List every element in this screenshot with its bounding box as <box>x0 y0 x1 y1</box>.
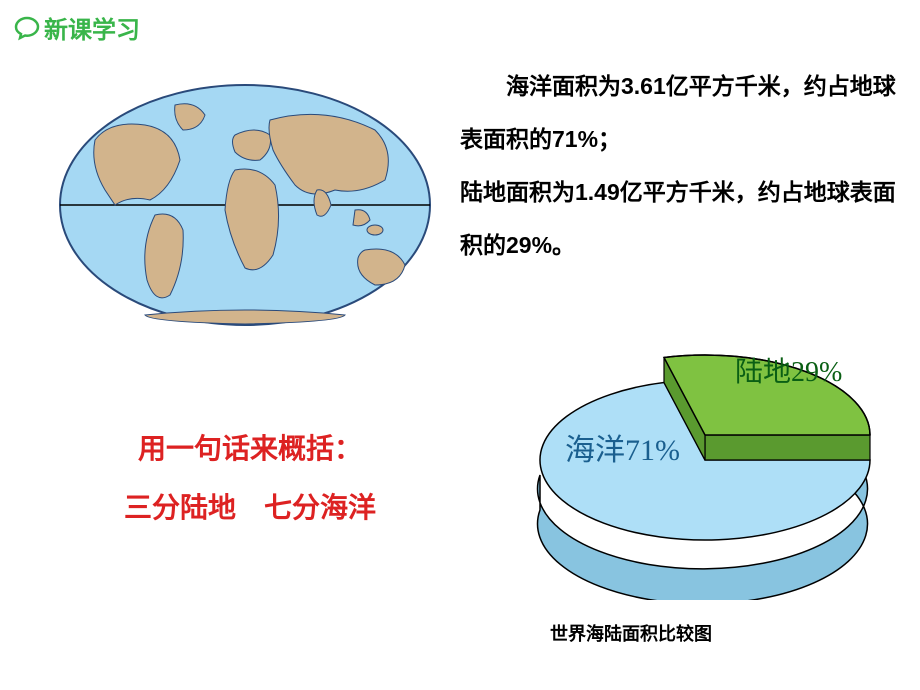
pie-caption: 世界海陆面积比较图 <box>550 620 712 646</box>
body-text-line2: 陆地面积为1.49亿平方千米，约占地球表面积的29%。 <box>460 166 900 272</box>
body-text: 海洋面积为3.61亿平方千米，约占地球表面积的71%； 陆地面积为1.49亿平方… <box>460 60 900 272</box>
world-map <box>55 80 435 330</box>
body-text-line1: 海洋面积为3.61亿平方千米，约占地球表面积的71%； <box>460 60 900 166</box>
header: 新课学习 <box>14 10 140 45</box>
pie-label-ocean: 海洋71% <box>565 425 680 469</box>
header-title: 新课学习 <box>44 10 140 45</box>
summary-line1: 用一句话来概括： <box>70 420 430 479</box>
summary-line2: 三分陆地 七分海洋 <box>70 479 430 538</box>
pie-label-land: 陆地29% <box>735 350 842 390</box>
summary-text: 用一句话来概括： 三分陆地 七分海洋 <box>70 420 430 538</box>
chat-bubble-icon <box>14 15 40 41</box>
